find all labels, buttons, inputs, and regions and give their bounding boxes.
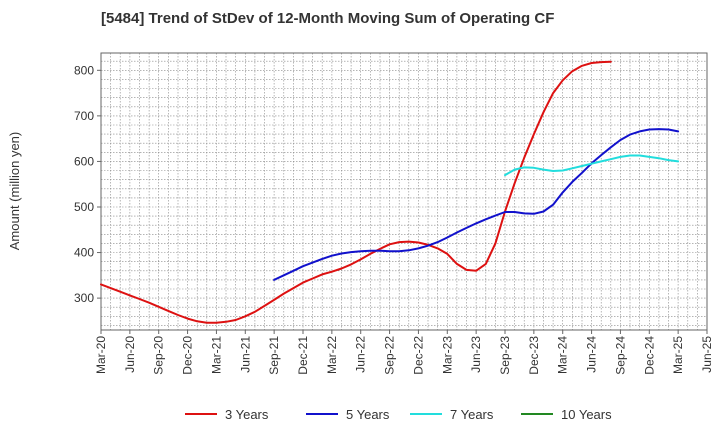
- x-tick-label: Mar-23: [440, 336, 454, 374]
- x-tick-label: Dec-20: [181, 336, 195, 375]
- x-tick-label: Dec-23: [527, 336, 541, 375]
- x-tick-label: Sep-23: [498, 336, 512, 375]
- y-axis-ticks: 300 400 500 600 700 800: [74, 63, 101, 305]
- series-line-7-years: [504, 154, 680, 177]
- series-lines: [100, 60, 680, 324]
- x-tick-label: Jun-24: [585, 336, 599, 373]
- x-tick-label: Jun-20: [123, 336, 137, 373]
- x-tick-label: Sep-21: [267, 336, 281, 375]
- y-tick-label: 600: [74, 154, 94, 168]
- series-line-3-years: [100, 60, 612, 324]
- x-tick-label: Mar-21: [209, 336, 223, 374]
- legend-label: 5 Years: [346, 407, 390, 422]
- y-tick-label: 800: [74, 63, 94, 77]
- legend-label: 3 Years: [225, 407, 269, 422]
- y-tick-label: 700: [74, 109, 94, 123]
- y-axis-label: Amount (million yen): [7, 132, 22, 251]
- legend-label: 7 Years: [450, 407, 494, 422]
- series-line-5-years: [273, 128, 680, 281]
- x-tick-label: Jun-23: [469, 336, 483, 373]
- x-tick-label: Jun-22: [354, 336, 368, 373]
- legend-label: 10 Years: [561, 407, 612, 422]
- x-tick-label: Sep-22: [383, 336, 397, 375]
- x-tick-label: Mar-20: [94, 336, 108, 374]
- x-tick-label: Sep-24: [613, 336, 627, 375]
- y-tick-label: 300: [74, 291, 94, 305]
- x-tick-label: Dec-24: [642, 336, 656, 375]
- x-tick-label: Dec-22: [411, 336, 425, 375]
- x-tick-label: Jun-21: [238, 336, 252, 373]
- y-tick-label: 500: [74, 200, 94, 214]
- chart-title: [5484] Trend of StDev of 12-Month Moving…: [101, 10, 555, 27]
- x-axis-ticks: Mar-20 Jun-20 Sep-20 Dec-20 Mar-21 Jun-21 Sep-…: [94, 330, 714, 375]
- x-tick-label: Mar-22: [325, 336, 339, 374]
- y-tick-label: 400: [74, 246, 94, 260]
- x-tick-label: Mar-25: [671, 336, 685, 374]
- x-tick-label: Jun-25: [700, 336, 714, 373]
- x-tick-label: Mar-24: [556, 336, 570, 374]
- x-tick-label: Sep-20: [152, 336, 166, 375]
- legend: 3 Years 5 Years 7 Years 10 Years: [185, 407, 612, 422]
- plot-frame: [100, 52, 708, 331]
- grid-lines: [101, 53, 707, 330]
- x-tick-label: Dec-21: [296, 336, 310, 375]
